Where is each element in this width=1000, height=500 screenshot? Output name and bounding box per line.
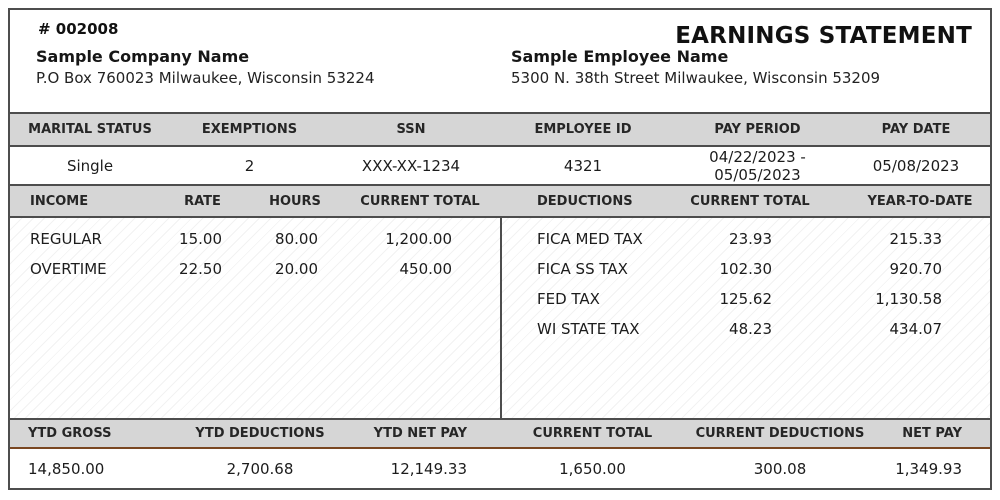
income-label: OVERTIME: [30, 260, 107, 278]
summary-header-row: YTD GROSS YTD DEDUCTIONS YTD NET PAY CUR…: [10, 418, 990, 449]
table-row: REGULAR 15.00 80.00 1,200.00 FICA MED TA…: [10, 224, 990, 254]
rate-header: RATE: [184, 193, 221, 209]
income-rate: 15.00: [179, 230, 222, 248]
statement-header: # 002008 EARNINGS STATEMENT Sample Compa…: [10, 10, 990, 112]
earnings-body: REGULAR 15.00 80.00 1,200.00 FICA MED TA…: [10, 216, 990, 418]
hours-header: HOURS: [269, 193, 321, 209]
statement-title: EARNINGS STATEMENT: [675, 23, 972, 49]
income-current-total: 1,200.00: [385, 230, 452, 248]
employee-name: Sample Employee Name: [511, 47, 729, 66]
company-address: P.O Box 760023 Milwaukee, Wisconsin 5322…: [36, 68, 375, 87]
income-rate: 22.50: [179, 260, 222, 278]
deduction-year-to-date: 1,130.58: [875, 290, 942, 308]
table-row: OVERTIME 22.50 20.00 450.00 FICA SS TAX …: [10, 254, 990, 284]
ytd-gross-value: 14,850.00: [28, 459, 105, 478]
ytd-deductions-value: 2,700.68: [226, 459, 294, 478]
ytd-net-pay-header: YTD NET PAY: [373, 426, 467, 441]
marital-status-value: Single: [66, 156, 114, 175]
current-total-value: 1,650.00: [559, 459, 626, 478]
income-deductions-divider: [500, 218, 502, 418]
statement-sheet: # 002008 EARNINGS STATEMENT Sample Compa…: [8, 8, 992, 490]
current-deductions-header: CURRENT DEDUCTIONS: [695, 426, 865, 441]
net-pay-header: NET PAY: [902, 426, 962, 441]
income-label: REGULAR: [30, 230, 102, 248]
info-header-exemptions: EXEMPTIONS: [201, 122, 298, 137]
company-name: Sample Company Name: [36, 47, 250, 66]
deduction-current-total: 48.23: [729, 320, 772, 338]
deduction-label: WI STATE TAX: [537, 320, 640, 338]
deduction-current-total: 23.93: [729, 230, 772, 248]
deduction-year-to-date: 215.33: [889, 230, 943, 248]
deduction-current-total: 125.62: [719, 290, 773, 308]
ssn-value: XXX-XX-1234: [361, 156, 461, 175]
deductions-current-total-header: CURRENT TOTAL: [690, 193, 810, 209]
deduction-label: FED TAX: [537, 290, 600, 308]
income-hours: 20.00: [275, 260, 318, 278]
current-total-header: CURRENT TOTAL: [532, 426, 653, 441]
ytd-deductions-header: YTD DEDUCTIONS: [195, 426, 325, 441]
income-current-total: 450.00: [399, 260, 453, 278]
info-header-row: MARITAL STATUS EXEMPTIONS SSN EMPLOYEE I…: [10, 112, 990, 145]
employee-id-value: 4321: [563, 156, 603, 175]
info-header-marital-status: MARITAL STATUS: [28, 122, 152, 137]
info-header-pay-period: PAY PERIOD: [714, 122, 801, 137]
ytd-net-pay-value: 12,149.33: [390, 459, 467, 478]
income-header: INCOME: [30, 193, 89, 209]
info-header-ssn: SSN: [396, 122, 426, 137]
deduction-year-to-date: 434.07: [889, 320, 943, 338]
net-pay-value: 1,349.93: [895, 459, 962, 478]
statement-number: # 002008: [38, 20, 119, 38]
pay-date-value: 05/08/2023: [872, 156, 960, 175]
info-value-row: Single 2 XXX-XX-1234 4321 04/22/2023 - 0…: [10, 145, 990, 184]
table-row: FED TAX 125.62 1,130.58: [10, 284, 990, 314]
table-row: WI STATE TAX 48.23 434.07: [10, 314, 990, 344]
earnings-rows: REGULAR 15.00 80.00 1,200.00 FICA MED TA…: [10, 224, 990, 344]
earnings-header-row: INCOME RATE HOURS CURRENT TOTAL DEDUCTIO…: [10, 184, 990, 216]
pay-period-value: 04/22/2023 - 05/05/2023: [709, 147, 806, 184]
company-block: Sample Company Name P.O Box 760023 Milwa…: [10, 46, 511, 89]
income-current-total-header: CURRENT TOTAL: [360, 193, 480, 209]
exemptions-value: 2: [244, 156, 255, 175]
parties: Sample Company Name P.O Box 760023 Milwa…: [10, 46, 990, 89]
deduction-current-total: 102.30: [719, 260, 773, 278]
summary-value-row: 14,850.00 2,700.68 12,149.33 1,650.00 30…: [10, 449, 990, 488]
deduction-label: FICA MED TAX: [537, 230, 643, 248]
employee-block: Sample Employee Name 5300 N. 38th Street…: [511, 46, 990, 89]
current-deductions-value: 300.08: [753, 459, 807, 478]
info-header-pay-date: PAY DATE: [881, 122, 951, 137]
info-header-employee-id: EMPLOYEE ID: [534, 122, 632, 137]
income-hours: 80.00: [275, 230, 318, 248]
deductions-header: DEDUCTIONS: [537, 193, 633, 209]
year-to-date-header: YEAR-TO-DATE: [867, 193, 973, 209]
deduction-label: FICA SS TAX: [537, 260, 628, 278]
employee-address: 5300 N. 38th Street Milwaukee, Wisconsin…: [511, 68, 881, 87]
ytd-gross-header: YTD GROSS: [28, 426, 112, 441]
deduction-year-to-date: 920.70: [889, 260, 943, 278]
